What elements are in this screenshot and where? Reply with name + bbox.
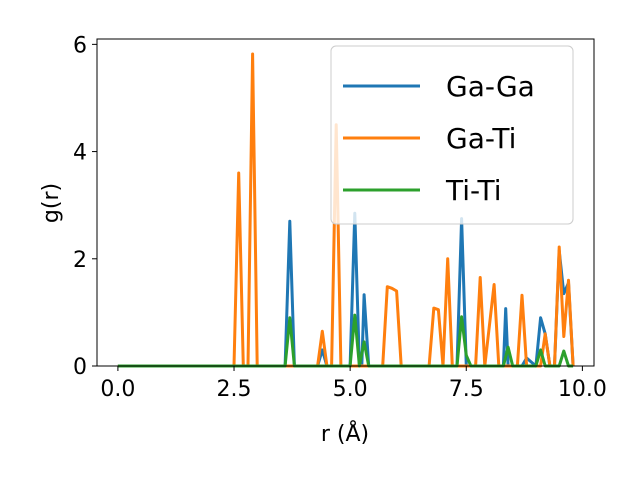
y-tick-label: 0	[73, 355, 87, 380]
x-tick-label: 7.5	[449, 377, 484, 402]
x-tick-label: 0.0	[100, 377, 135, 402]
x-tick-label: 10.0	[558, 377, 607, 402]
legend-items: Ga-Ga Ga-Ti Ti-Ti	[343, 70, 535, 207]
legend-label-ga-ti: Ga-Ti	[446, 122, 516, 155]
legend-box	[330, 45, 574, 225]
y-tick-label: 2	[73, 248, 87, 273]
legend-label-ga-ga: Ga-Ga	[446, 70, 535, 103]
x-axis-label: r (Å)	[321, 420, 369, 447]
legend: Ga-Ga Ga-Ti Ti-Ti	[330, 45, 574, 225]
plot-frame	[96, 38, 595, 367]
y-tick-label: 6	[73, 33, 87, 58]
legend-label-ti-ti: Ti-Ti	[445, 174, 502, 207]
x-tick-label: 5.0	[333, 377, 368, 402]
y-axis-ticks: 0 2 4 6	[73, 33, 97, 380]
x-tick-label: 2.5	[217, 377, 252, 402]
x-axis-ticks: 0.0 2.5 5.0 7.5 10.0	[100, 366, 607, 402]
y-axis-label: g(r)	[39, 183, 64, 223]
y-tick-label: 4	[73, 141, 87, 166]
series-line-ga-ga	[117, 211, 575, 368]
